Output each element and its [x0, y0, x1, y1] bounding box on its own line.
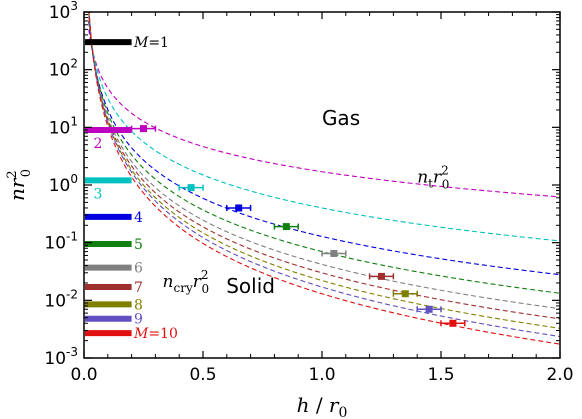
data-points [130, 125, 466, 327]
curve-m9 [88, 12, 560, 338]
y-tick-label: 10-3 [44, 345, 78, 369]
curve-m10 [88, 12, 560, 345]
x-tick-label: 2.0 [546, 365, 573, 385]
m-label-2: 2 [94, 136, 103, 152]
curve-label-ncry: ncryr2 0 [163, 268, 210, 296]
m-label-9: 9 [134, 312, 143, 328]
point-m7 [378, 272, 385, 280]
point-m4 [235, 204, 243, 212]
axis-ticks: 0.0 0.5 1.0 1.5 2.0 10-3 10-2 10-1 100 101 102 103 [44, 0, 573, 385]
y-tick-label: 10-2 [44, 287, 78, 311]
y-tick-label: 100 [49, 172, 78, 196]
point-m2 [140, 125, 147, 133]
crystal-density-bars [85, 39, 132, 337]
curve-m3 [88, 21, 560, 242]
y-tick-label: 101 [49, 114, 78, 138]
curve-m2 [88, 29, 560, 198]
m-label-7: 7 [134, 280, 143, 296]
x-tick-label: 1.5 [427, 365, 454, 385]
y-tick-label: 10-1 [44, 230, 78, 254]
labels: h / r0 nr20 Gas Solid ntr2 0 ncryr2 0 M=1 2 3 4 5 6 78… [5, 35, 449, 419]
y-axis-label: nr20 [5, 169, 34, 201]
x-tick-label: 1.0 [308, 365, 335, 385]
curve-m5 [88, 16, 560, 294]
region-label-solid: Solid [226, 274, 275, 298]
x-tick-label: 0.0 [70, 365, 97, 385]
curve-m7 [88, 13, 560, 320]
m-label-1: M=1 [133, 35, 169, 51]
region-label-gas: Gas [322, 106, 360, 130]
point-m9 [425, 305, 433, 313]
point-m10 [449, 319, 457, 327]
y-tick-label: 103 [49, 0, 78, 23]
m-label-8: 8 [134, 297, 143, 313]
curve-m6 [88, 14, 560, 310]
m-label-10: M=10 [133, 326, 178, 342]
m-label-3: 3 [94, 186, 103, 202]
curves [88, 12, 560, 345]
point-m6 [330, 249, 338, 257]
point-m3 [187, 184, 195, 192]
m-label-6: 6 [134, 261, 143, 277]
curve-m8 [88, 12, 560, 329]
x-tick-label: 0.5 [189, 365, 216, 385]
x-axis-label: h / r0 [297, 393, 348, 419]
plot-frame [83, 11, 561, 359]
y-tick-label: 102 [49, 57, 78, 81]
curve-m4 [88, 20, 560, 276]
point-m8 [401, 290, 409, 298]
m-label-4: 4 [134, 210, 143, 226]
m-label-5: 5 [134, 237, 143, 253]
point-m5 [282, 223, 290, 231]
curve-label-nt: ntr2 0 [417, 164, 449, 192]
